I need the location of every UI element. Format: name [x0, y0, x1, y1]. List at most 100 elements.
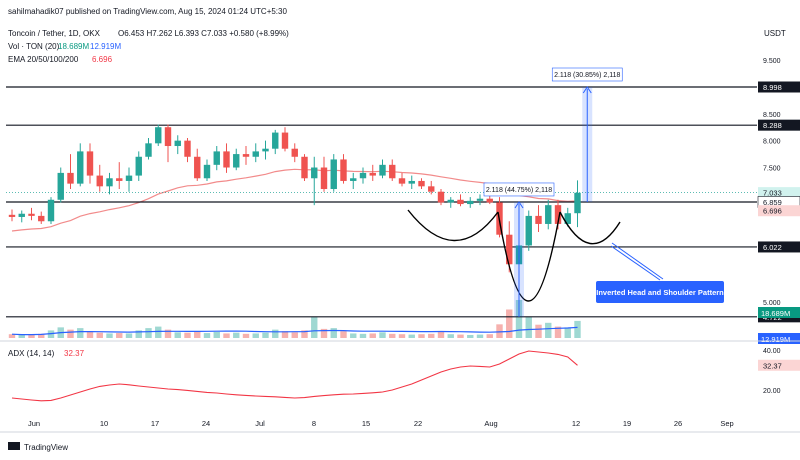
volume-bar — [291, 332, 298, 338]
price-label-text: 6.696 — [763, 207, 782, 216]
adx-legend: ADX (14, 14) — [8, 349, 55, 358]
volume-bar — [525, 317, 532, 338]
volume-bar — [38, 333, 45, 338]
volume-bar — [28, 334, 35, 338]
candle-body — [506, 234, 513, 265]
candle-body — [116, 178, 123, 181]
price-label-box[interactable] — [758, 81, 800, 93]
volume-bar — [164, 329, 172, 338]
tradingview-logo[interactable]: TradingView — [8, 442, 68, 452]
volume-bar — [77, 328, 84, 338]
volume-bar — [272, 329, 279, 338]
ema-value: 6.696 — [92, 55, 113, 64]
adx-indicator — [11, 350, 578, 402]
volume-bar — [515, 300, 523, 338]
price-label-box[interactable] — [758, 205, 800, 217]
volume-legend: Vol · TON (20) — [8, 42, 60, 51]
time-axis-tick: 26 — [674, 419, 682, 428]
volume-bar — [457, 334, 464, 338]
ohlc-values: O6.453 H7.262 L6.393 C7.033 +0.580 (+8.9… — [118, 29, 289, 38]
volume-bar — [86, 331, 94, 338]
volume-bar — [155, 326, 162, 338]
volume-bar — [350, 333, 357, 338]
horizontal-levels[interactable]: 8.9988.2887.03304:05:276.8596.6966.0224.… — [6, 81, 800, 345]
annotation-pointer — [610, 245, 661, 281]
candle-body — [77, 151, 84, 184]
time-axis-tick: Jun — [28, 419, 40, 428]
candle-body — [233, 154, 240, 168]
volume-bar — [174, 332, 181, 338]
candle-body — [86, 151, 94, 176]
price-label-text: 7.033 — [763, 189, 782, 198]
candle-body — [106, 178, 113, 187]
candle-body — [252, 151, 259, 157]
candle-body — [437, 191, 445, 203]
price-axis-tick: 8.500 — [763, 112, 781, 119]
volume-histogram — [8, 300, 581, 338]
candle-body — [574, 192, 581, 214]
currency-label: USDT — [764, 29, 786, 38]
price-label-box[interactable] — [758, 241, 800, 253]
price-label-box[interactable] — [758, 119, 800, 131]
volume-label-text: 12.919M — [761, 335, 790, 344]
pattern-curve — [559, 211, 621, 245]
candle-body — [486, 198, 493, 203]
volume-value-1: 18.689M — [58, 42, 89, 51]
candle-body — [203, 164, 211, 179]
volume-bar — [535, 324, 542, 338]
adx-value-text: 32.37 — [763, 361, 782, 370]
volume-bar — [486, 334, 493, 338]
candle-body — [428, 186, 435, 192]
volume-bar — [281, 331, 289, 338]
candle-body — [340, 159, 347, 181]
adx-axis-tick: 40.00 — [763, 348, 781, 355]
volume-bar — [8, 334, 16, 338]
price-axis-tick: 5.000 — [763, 300, 781, 307]
candle-body — [320, 167, 328, 190]
inverted-head-shoulders-drawing — [407, 209, 621, 302]
time-axis-tick: 8 — [312, 419, 316, 428]
volume-bar — [467, 334, 474, 338]
volume-bar — [145, 328, 152, 338]
volume-bar — [340, 331, 347, 338]
volume-bar — [135, 330, 142, 338]
volume-bar — [233, 332, 240, 338]
price-label-text: 8.998 — [763, 83, 782, 92]
volume-bar — [125, 333, 133, 338]
time-axis-tick: Sep — [720, 419, 733, 428]
measure-label-text: 2.118 (44.75%) 2,118 — [486, 187, 552, 194]
volume-bar — [359, 333, 367, 338]
candle-body — [96, 175, 103, 187]
published-by-text: sahilmahadik07 published on TradingView.… — [8, 7, 287, 16]
time-axis-tick: Aug — [484, 419, 497, 428]
candle-body — [554, 205, 562, 224]
price-axis-tick: 9.500 — [763, 58, 781, 65]
candle-body — [164, 127, 172, 147]
candle-body — [379, 164, 386, 176]
candle-body — [47, 199, 55, 222]
candle-body — [457, 199, 464, 205]
candle-body — [57, 172, 64, 200]
volume-bar — [398, 334, 406, 338]
annotation-box — [596, 281, 724, 303]
volume-bar — [242, 333, 250, 338]
price-label-text: 8.288 — [763, 121, 782, 130]
candle-body — [398, 178, 406, 184]
volume-bar — [96, 332, 103, 338]
volume-label-box — [758, 307, 800, 318]
candle-body — [418, 180, 425, 187]
ema-curve — [11, 168, 578, 232]
time-axis-tick: 24 — [202, 419, 210, 428]
price-label-text: 6.022 — [763, 243, 782, 252]
symbol-title: Toncoin / Tether, 1D, OKX — [8, 29, 101, 38]
candle-body — [242, 154, 250, 157]
candle-body — [311, 167, 318, 179]
pattern-curve — [497, 211, 561, 302]
candle-body — [291, 148, 298, 157]
volume-bar — [506, 309, 513, 338]
time-axis[interactable]: Jun 10 17 24 Jul 8 15 22 Aug 12 19 26 Sep — [28, 419, 734, 428]
volume-bar — [564, 327, 571, 338]
volume-label-box — [758, 333, 800, 344]
